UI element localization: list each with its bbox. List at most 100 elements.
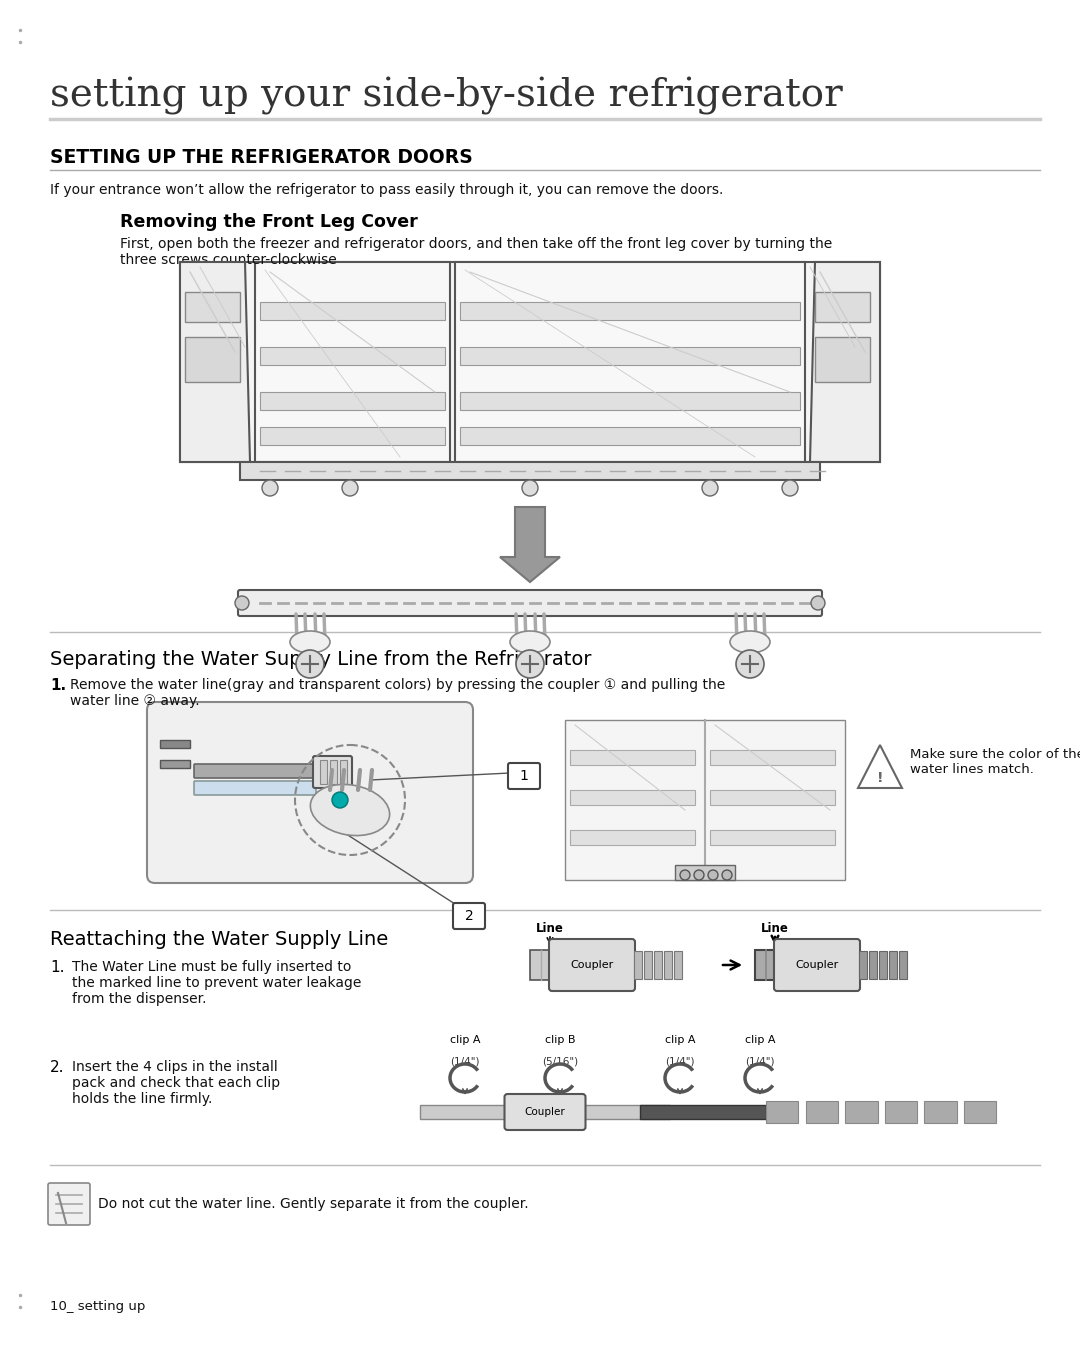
Bar bbox=[565, 720, 845, 880]
Bar bbox=[570, 750, 696, 765]
Text: clip B: clip B bbox=[544, 1035, 576, 1045]
Text: (1/4"): (1/4") bbox=[450, 1058, 480, 1067]
FancyBboxPatch shape bbox=[508, 764, 540, 789]
Text: (1/4"): (1/4") bbox=[745, 1058, 774, 1067]
Bar bbox=[644, 951, 652, 979]
Bar bbox=[260, 347, 445, 366]
Circle shape bbox=[782, 480, 798, 496]
Text: 1.: 1. bbox=[50, 960, 65, 975]
FancyBboxPatch shape bbox=[194, 781, 316, 795]
Polygon shape bbox=[810, 262, 880, 461]
Circle shape bbox=[735, 650, 764, 679]
Ellipse shape bbox=[730, 631, 770, 653]
Text: Remove the water line(gray and transparent colors) by pressing the coupler ① and: Remove the water line(gray and transpare… bbox=[70, 679, 726, 708]
FancyBboxPatch shape bbox=[549, 939, 635, 992]
Text: 2: 2 bbox=[464, 909, 473, 923]
Bar bbox=[160, 759, 190, 768]
FancyBboxPatch shape bbox=[194, 764, 316, 778]
Bar bbox=[255, 262, 450, 461]
FancyBboxPatch shape bbox=[48, 1183, 90, 1225]
Bar bbox=[654, 951, 662, 979]
Bar bbox=[879, 951, 887, 979]
Bar bbox=[260, 302, 445, 320]
Bar bbox=[460, 302, 800, 320]
Bar bbox=[160, 741, 190, 747]
Bar bbox=[664, 951, 672, 979]
Text: clip A: clip A bbox=[745, 1035, 775, 1045]
Text: setting up your side-by-side refrigerator: setting up your side-by-side refrigerato… bbox=[50, 77, 842, 115]
Text: 1: 1 bbox=[519, 769, 528, 782]
Bar bbox=[815, 291, 870, 322]
Circle shape bbox=[516, 650, 544, 679]
Circle shape bbox=[296, 650, 324, 679]
Text: Do not cut the water line. Gently separate it from the coupler.: Do not cut the water line. Gently separa… bbox=[98, 1197, 528, 1211]
FancyBboxPatch shape bbox=[453, 902, 485, 929]
Bar bbox=[185, 291, 240, 322]
FancyArrow shape bbox=[500, 507, 561, 581]
Bar bbox=[710, 791, 835, 805]
Text: 1.: 1. bbox=[50, 679, 66, 693]
Circle shape bbox=[342, 480, 357, 496]
Bar bbox=[766, 1101, 798, 1122]
Bar bbox=[675, 865, 735, 880]
Bar bbox=[859, 951, 867, 979]
Bar bbox=[755, 950, 777, 979]
Ellipse shape bbox=[310, 784, 390, 835]
FancyBboxPatch shape bbox=[504, 1094, 585, 1130]
Bar bbox=[710, 750, 835, 765]
Bar bbox=[320, 759, 327, 784]
Bar bbox=[889, 951, 897, 979]
FancyBboxPatch shape bbox=[313, 755, 352, 788]
Bar bbox=[420, 1105, 508, 1120]
Bar bbox=[260, 428, 445, 445]
Circle shape bbox=[694, 870, 704, 880]
Text: The Water Line must be fully inserted to
the marked line to prevent water leakag: The Water Line must be fully inserted to… bbox=[72, 960, 362, 1006]
Text: (1/4"): (1/4") bbox=[665, 1058, 694, 1067]
Text: Insert the 4 clips in the install
pack and check that each clip
holds the line f: Insert the 4 clips in the install pack a… bbox=[72, 1060, 280, 1106]
FancyBboxPatch shape bbox=[147, 701, 473, 884]
Bar bbox=[570, 791, 696, 805]
Bar bbox=[815, 337, 870, 382]
Text: clip A: clip A bbox=[665, 1035, 696, 1045]
Bar bbox=[460, 428, 800, 445]
Text: Make sure the color of the
water lines match.: Make sure the color of the water lines m… bbox=[910, 747, 1080, 776]
Text: Line: Line bbox=[536, 921, 564, 935]
Bar bbox=[710, 830, 835, 844]
Circle shape bbox=[811, 596, 825, 610]
Text: If your entrance won’t allow the refrigerator to pass easily through it, you can: If your entrance won’t allow the refrige… bbox=[50, 183, 724, 197]
Text: Reattaching the Water Supply Line: Reattaching the Water Supply Line bbox=[50, 929, 388, 948]
Circle shape bbox=[723, 870, 732, 880]
Text: Coupler: Coupler bbox=[570, 960, 613, 970]
Bar bbox=[240, 461, 820, 480]
Bar bbox=[582, 1105, 670, 1120]
Bar bbox=[455, 262, 805, 461]
Bar bbox=[460, 393, 800, 410]
Text: 2.: 2. bbox=[50, 1060, 65, 1075]
Bar bbox=[640, 1105, 766, 1120]
Text: Removing the Front Leg Cover: Removing the Front Leg Cover bbox=[120, 213, 418, 231]
FancyBboxPatch shape bbox=[238, 590, 822, 616]
Bar bbox=[634, 951, 642, 979]
Text: (5/16"): (5/16") bbox=[542, 1058, 578, 1067]
Bar bbox=[260, 393, 445, 410]
Bar bbox=[460, 347, 800, 366]
Text: Line: Line bbox=[761, 921, 788, 935]
Bar bbox=[530, 950, 552, 979]
FancyBboxPatch shape bbox=[774, 939, 860, 992]
Bar bbox=[899, 951, 907, 979]
Bar bbox=[340, 759, 347, 784]
Text: Coupler: Coupler bbox=[795, 960, 839, 970]
Text: Separating the Water Supply Line from the Refrigerator: Separating the Water Supply Line from th… bbox=[50, 650, 592, 669]
Circle shape bbox=[702, 480, 718, 496]
Bar bbox=[570, 830, 696, 844]
Circle shape bbox=[332, 792, 348, 808]
Bar bbox=[869, 951, 877, 979]
Text: Coupler: Coupler bbox=[525, 1108, 565, 1117]
Ellipse shape bbox=[510, 631, 550, 653]
Bar bbox=[180, 262, 880, 461]
Text: !: ! bbox=[877, 772, 883, 785]
Text: SETTING UP THE REFRIGERATOR DOORS: SETTING UP THE REFRIGERATOR DOORS bbox=[50, 148, 473, 167]
Ellipse shape bbox=[291, 631, 330, 653]
Bar bbox=[885, 1101, 917, 1122]
Bar bbox=[924, 1101, 957, 1122]
